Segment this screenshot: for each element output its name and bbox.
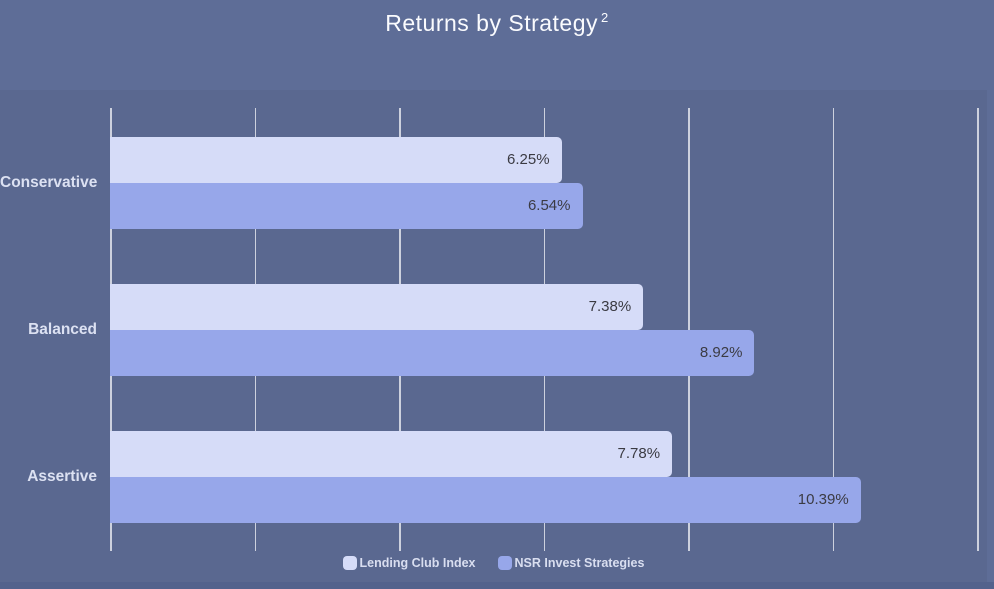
plot-area: 6.25% 6.54% 7.38% 8.92% 7.78% 10.39% Conserva… bbox=[0, 90, 987, 582]
bar-value-label: 8.92% bbox=[699, 344, 743, 361]
gridline bbox=[977, 108, 979, 551]
category-label: Conservative bbox=[0, 174, 98, 191]
gridline bbox=[832, 108, 834, 551]
footer-strip bbox=[0, 582, 994, 589]
category-label: Assertive bbox=[27, 468, 97, 485]
legend-swatch bbox=[342, 556, 357, 570]
bar-value-label: 6.25% bbox=[507, 151, 550, 168]
chart-title: Returns by Strategy 2 bbox=[385, 10, 609, 37]
bar[interactable]: 8.92% bbox=[110, 330, 755, 376]
bar-value-label: 7.38% bbox=[588, 298, 632, 315]
legend-item[interactable]: NSR Invest Strategies bbox=[497, 556, 645, 570]
legend-label: NSR Invest Strategies bbox=[514, 556, 645, 570]
bar-value-label: 7.78% bbox=[617, 445, 661, 462]
bar[interactable]: 6.54% bbox=[110, 183, 583, 229]
bar[interactable]: 7.38% bbox=[110, 284, 644, 330]
bar-value-label: 10.39% bbox=[797, 491, 849, 508]
bar[interactable]: 6.25% bbox=[110, 137, 562, 183]
legend-item[interactable]: Lending Club Index bbox=[342, 556, 476, 570]
chart-legend: Lending Club Index NSR Invest Strategies bbox=[0, 556, 987, 570]
legend-label: Lending Club Index bbox=[359, 556, 476, 570]
chart-title-superscript: 2 bbox=[601, 10, 609, 26]
bar[interactable]: 10.39% bbox=[110, 477, 861, 523]
gridline bbox=[688, 108, 690, 551]
bar-value-label: 6.54% bbox=[527, 197, 571, 214]
legend-swatch bbox=[497, 556, 512, 570]
chart-header: Returns by Strategy 2 bbox=[0, 0, 994, 90]
bar[interactable]: 7.78% bbox=[110, 431, 673, 477]
category-label: Balanced bbox=[28, 321, 97, 338]
chart-title-text: Returns by Strategy bbox=[385, 10, 599, 36]
